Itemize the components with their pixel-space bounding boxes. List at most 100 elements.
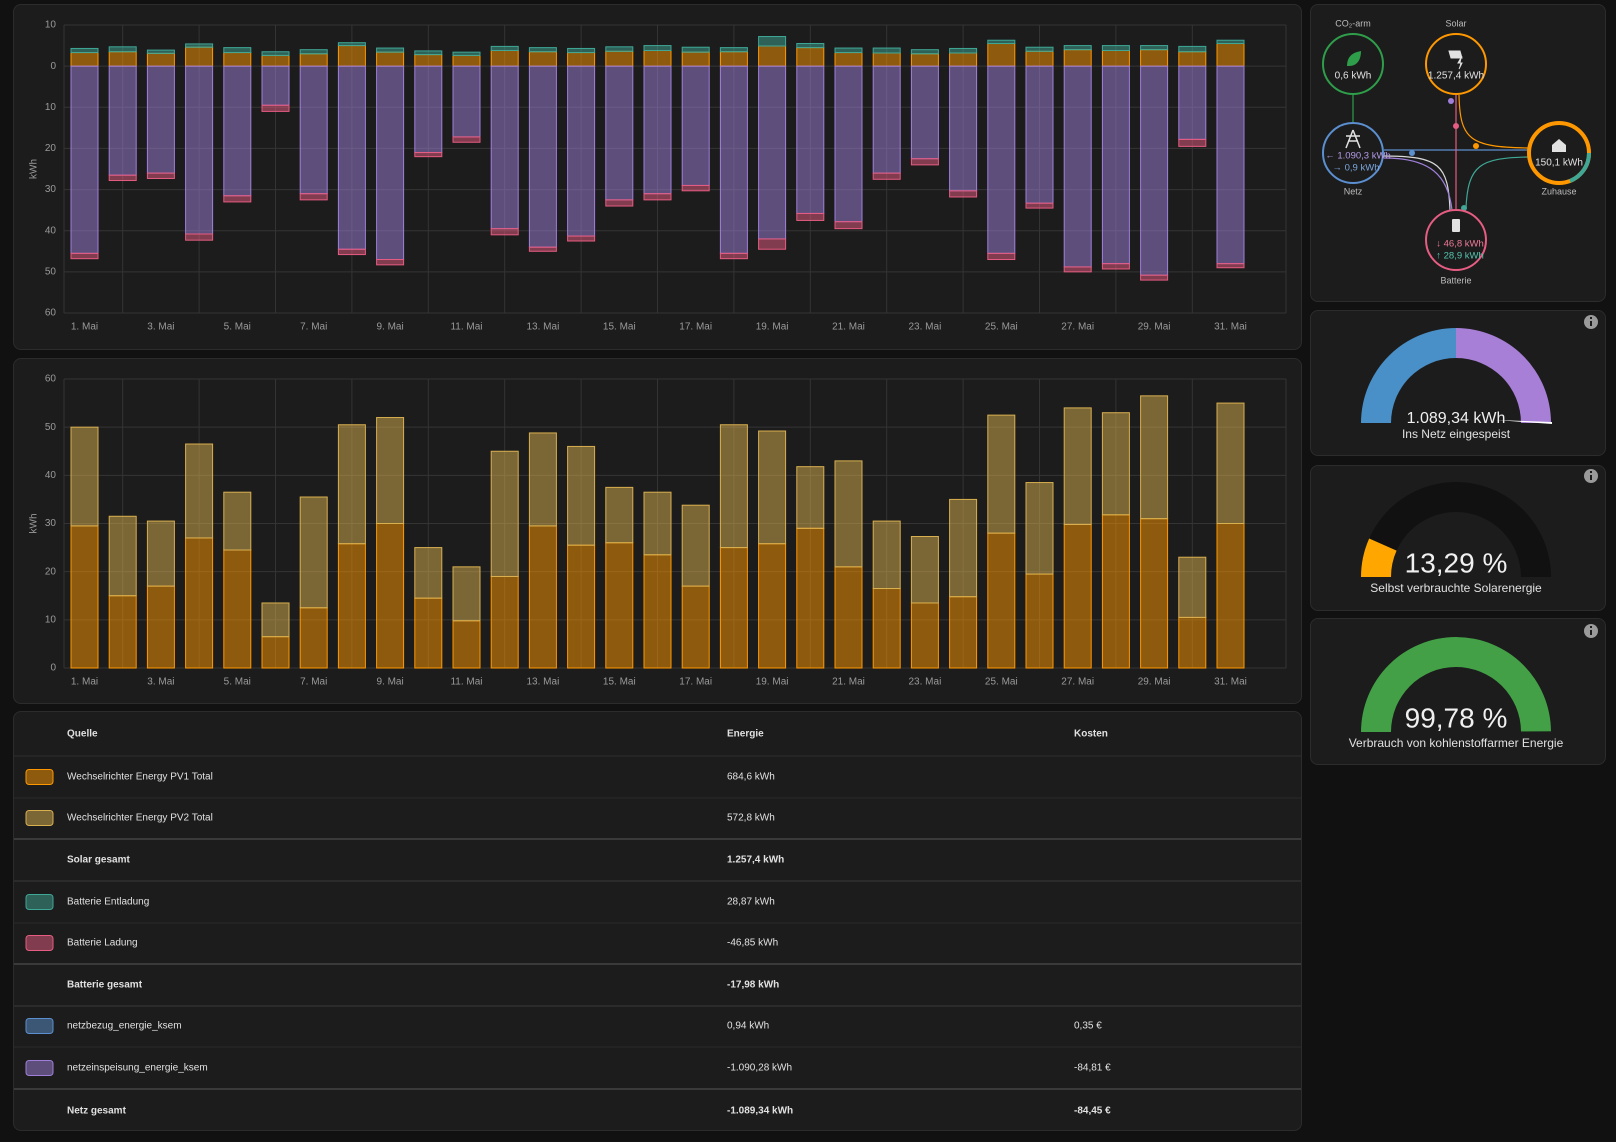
y-tick-label: 20 [45,566,57,577]
bar [299,53,328,67]
solar-node [1425,33,1487,95]
x-tick-label: 15. Mai [603,677,636,688]
bar [643,554,672,669]
bar [987,252,1016,261]
table-cell: netzeinspeisung_energie_ksem [67,1063,208,1074]
bar [719,47,748,53]
bar [834,52,863,67]
flow-value: 0,6 kWh [1335,71,1372,82]
flow-value: 1.257,4 kWh [1428,71,1484,82]
bar [796,527,825,669]
bar [1216,523,1245,669]
bar [337,65,366,250]
bar [223,65,252,197]
gauge-label: Selbst verbrauchte Solarenergie [1370,581,1542,595]
bar [758,238,787,250]
x-tick-label: 13. Mai [527,322,560,333]
x-tick-label: 17. Mai [679,322,712,333]
bar [910,536,939,604]
bar [681,51,710,67]
bar [146,585,175,669]
table-cell: netzbezug_energie_ksem [67,1021,182,1032]
flow-label: Solar [1445,18,1466,28]
x-tick-label: 15. Mai [603,322,636,333]
bar [146,520,175,587]
bar [223,549,252,669]
bar [185,443,214,539]
table-cell: 28,87 kWh [727,897,775,908]
bar [987,65,1016,254]
bar [337,424,366,545]
bar [146,52,175,67]
x-tick-label: 7. Mai [300,677,327,688]
bar [146,65,175,174]
bar [185,43,214,48]
grid-node [1322,122,1384,184]
bar [834,47,863,54]
bar [490,45,519,52]
bar [299,65,328,195]
bar [108,515,137,597]
bar [796,466,825,529]
bar [1063,45,1092,51]
bar [1178,138,1207,147]
gauge-arc [1456,328,1551,423]
bar [452,620,481,669]
table-cell: -46,85 kWh [727,938,778,949]
bar [414,50,443,56]
bar [567,235,596,242]
flow-value: ← 1.090,3 kWh [1325,151,1390,162]
bar [528,51,557,67]
x-tick-label: 5. Mai [224,322,251,333]
bar [834,65,863,223]
y-tick-label: 50 [45,422,57,433]
bar [1140,274,1169,281]
bar [452,51,481,56]
bar [605,65,634,201]
gauge-arc [1361,538,1397,577]
x-tick-label: 27. Mai [1061,322,1094,333]
bar [223,47,252,54]
bar [108,51,137,67]
flow-dot [1461,205,1467,211]
flow-value: ↑ 28,9 kWh [1436,251,1484,262]
bar [681,46,710,53]
bar [490,50,519,67]
bar [261,51,290,56]
y-axis-label: kWh [29,514,40,534]
bar [337,42,366,47]
bar [605,199,634,207]
bar [337,45,366,67]
bar [108,65,137,176]
bar [261,104,290,112]
table-cell: Batterie Ladung [67,938,138,949]
bar [1063,266,1092,273]
flow-value: ↓ 46,8 kWh [1436,239,1484,250]
flow-dot [1448,98,1454,104]
bar [261,54,290,67]
bar [643,65,672,195]
bar [1101,263,1130,270]
bar [70,52,99,67]
bar [528,432,557,527]
table-cell: -84,45 € [1074,1106,1111,1117]
bar [605,542,634,669]
bar [567,65,596,237]
bar [185,233,214,241]
y-tick-label: 10 [45,20,57,31]
bar [1216,263,1245,269]
bar [376,47,405,53]
x-tick-label: 17. Mai [679,677,712,688]
house-icon [1552,139,1566,152]
x-tick-label: 25. Mai [985,322,1018,333]
bar [796,43,825,49]
flow-label: Batterie [1440,275,1471,285]
bar [987,39,1016,45]
bar [70,47,99,54]
y-axis-label: kWh [29,159,40,179]
x-tick-label: 29. Mai [1138,677,1171,688]
bar [261,636,290,669]
x-tick-label: 19. Mai [756,677,789,688]
bar [146,49,175,54]
gauge-value: 1.089,34 kWh [1407,410,1506,427]
